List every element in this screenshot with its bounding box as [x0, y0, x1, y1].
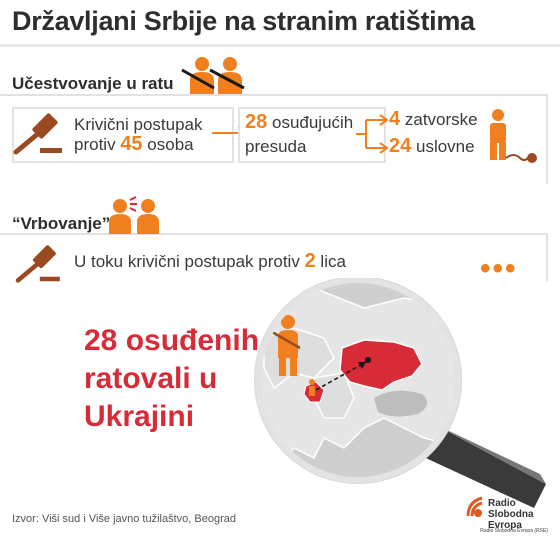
- highlight-text: 28 osuđenih ratovali u Ukrajini: [84, 324, 260, 433]
- proceedings-text-line2: protiv 45 osoba: [74, 133, 194, 155]
- prisoner-icon: [490, 109, 537, 163]
- section-participation-label: Učestvovanje u ratu: [12, 74, 174, 93]
- verdicts-count: 28: [245, 111, 268, 133]
- page-title: Državljani Srbije na stranim ratištima: [12, 6, 475, 36]
- suspended-count: 24: [389, 135, 412, 157]
- prison-count: 4: [389, 108, 401, 130]
- recruitment-icon: [109, 196, 159, 234]
- fork-arrow-icon: [356, 114, 389, 154]
- section-recruitment-frame: [0, 233, 548, 281]
- rse-logo-text: Radio Slobodna Evropa: [488, 498, 534, 531]
- prison-sentences: 4 zatvorske: [389, 108, 478, 130]
- rse-logo-icon: [466, 496, 483, 517]
- recruitment-text: U toku krivični postupak protiv 2 lica: [74, 250, 346, 272]
- soldiers-icon: [181, 57, 245, 94]
- proceedings-box: [12, 107, 234, 163]
- title-divider: [0, 44, 560, 47]
- section-participation-frame: [0, 94, 548, 184]
- verdicts-text-line1: 28 osuđujućih: [245, 111, 354, 133]
- credit: Radio Slobodna Evropa (RSE): [480, 528, 548, 534]
- section-recruitment-label: “Vrbovanje”: [12, 214, 111, 233]
- map-magnifier-illustration: [254, 278, 546, 508]
- gavel-icon: [15, 245, 60, 283]
- proceedings-count: 45: [120, 133, 143, 155]
- gavel-icon: [13, 113, 62, 155]
- recruitment-count: 2: [304, 250, 316, 272]
- verdicts-text-line2: presuda: [245, 137, 307, 156]
- more-indicator: •••: [480, 252, 518, 285]
- source-note: Izvor: Viši sud i Više javno tužilaštvo,…: [12, 513, 236, 525]
- proceedings-text-line1: Krivični postupak: [74, 115, 203, 134]
- suspended-sentences: 24 uslovne: [389, 135, 475, 157]
